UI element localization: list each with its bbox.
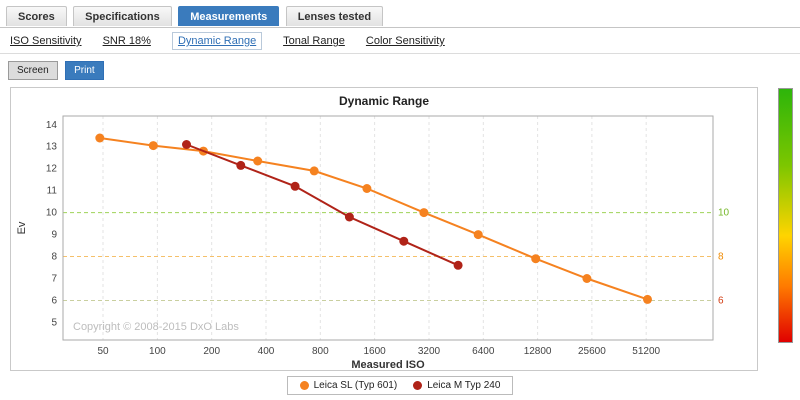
svg-text:10: 10 xyxy=(46,208,58,219)
tab-scores[interactable]: Scores xyxy=(6,6,67,26)
screen-button[interactable]: Screen xyxy=(8,61,58,80)
chart-title: Dynamic Range xyxy=(338,94,430,108)
svg-text:5: 5 xyxy=(51,317,57,328)
subnav-iso-sensitivity[interactable]: ISO Sensitivity xyxy=(10,35,82,47)
legend-label: Leica M Typ 240 xyxy=(427,380,501,391)
svg-text:Ev: Ev xyxy=(16,221,28,234)
svg-text:200: 200 xyxy=(203,346,220,357)
svg-text:6: 6 xyxy=(51,296,57,307)
svg-text:Copyright © 2008-2015 DxO Labs: Copyright © 2008-2015 DxO Labs xyxy=(73,321,239,333)
svg-text:400: 400 xyxy=(258,346,275,357)
svg-text:8: 8 xyxy=(51,252,57,263)
svg-text:12: 12 xyxy=(46,164,58,175)
svg-text:100: 100 xyxy=(149,346,166,357)
svg-text:6400: 6400 xyxy=(472,346,495,357)
tab-lenses-tested[interactable]: Lenses tested xyxy=(285,6,384,26)
svg-text:14: 14 xyxy=(46,120,58,131)
svg-text:1600: 1600 xyxy=(363,346,386,357)
subnav-dynamic-range[interactable]: Dynamic Range xyxy=(171,32,263,50)
svg-text:7: 7 xyxy=(51,274,57,285)
main-tab-bar: Scores Specifications Measurements Lense… xyxy=(0,0,800,28)
svg-text:6: 6 xyxy=(718,296,724,307)
legend-item-leica-sl: Leica SL (Typ 601) xyxy=(299,380,398,391)
measurements-subnav: ISO Sensitivity SNR 18% Dynamic Range To… xyxy=(0,28,800,54)
view-mode-bar: Screen Print xyxy=(0,54,800,85)
svg-text:3200: 3200 xyxy=(418,346,441,357)
subnav-tonal-range[interactable]: Tonal Range xyxy=(283,35,345,47)
legend-dot-red xyxy=(413,381,423,390)
print-button[interactable]: Print xyxy=(65,61,104,80)
svg-text:11: 11 xyxy=(47,186,58,197)
svg-text:25600: 25600 xyxy=(578,346,606,357)
svg-text:12800: 12800 xyxy=(524,346,552,357)
svg-text:50: 50 xyxy=(97,346,109,357)
subnav-color-sensitivity[interactable]: Color Sensitivity xyxy=(365,35,445,47)
svg-text:10: 10 xyxy=(718,208,730,219)
dynamic-range-chart: 50 100 200 400 800 1600 3200 6400 12800 25600 5120… xyxy=(16,115,730,370)
subnav-snr-18[interactable]: SNR 18% xyxy=(102,35,151,47)
tab-measurements[interactable]: Measurements xyxy=(178,6,280,26)
svg-text:Measured ISO: Measured ISO xyxy=(351,359,425,370)
svg-text:51200: 51200 xyxy=(632,346,660,357)
legend-label: Leica SL (Typ 601) xyxy=(313,380,398,391)
chart-legend: Leica SL (Typ 601) Leica M Typ 240 xyxy=(0,376,800,395)
legend-dot-orange xyxy=(299,381,309,390)
svg-text:800: 800 xyxy=(312,346,329,357)
svg-text:13: 13 xyxy=(46,142,58,153)
tab-specifications[interactable]: Specifications xyxy=(73,6,172,26)
svg-text:9: 9 xyxy=(51,230,57,241)
svg-text:8: 8 xyxy=(718,252,724,263)
quality-scale-gradient xyxy=(778,88,793,343)
chart-panel: Dynamic Range 50 100 200 400 800 1600 3200 6400… xyxy=(10,87,758,371)
legend-item-leica-m: Leica M Typ 240 xyxy=(413,380,500,391)
